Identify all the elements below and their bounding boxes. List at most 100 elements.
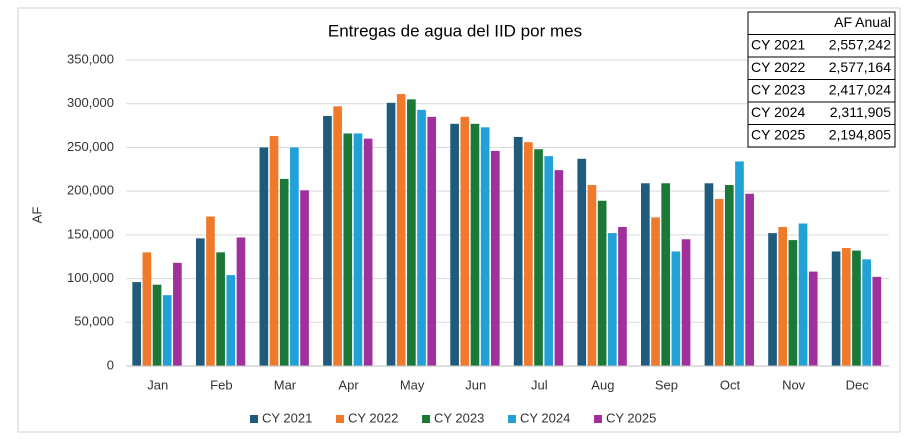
bar (852, 250, 861, 366)
bar (206, 216, 215, 366)
bar (577, 158, 587, 366)
y-tick-label: 350,000 (67, 51, 114, 66)
legend-swatch (422, 415, 430, 423)
bar (216, 252, 225, 366)
legend-swatch (594, 415, 602, 423)
bar (259, 147, 269, 366)
table-cell: 2,577,164 (829, 59, 891, 75)
bar (152, 284, 162, 366)
bar (524, 142, 533, 366)
table-cell: CY 2024 (751, 104, 805, 120)
bar (597, 200, 607, 366)
bar (745, 193, 754, 366)
y-tick-label: 200,000 (67, 183, 114, 198)
bar (704, 183, 714, 366)
bar (862, 259, 871, 366)
bar (587, 185, 597, 366)
bar (269, 136, 279, 366)
bar (607, 233, 617, 366)
y-tick-label: 50,000 (74, 314, 114, 329)
bar (841, 247, 851, 366)
x-tick-label: Nov (782, 377, 806, 392)
x-tick-label: Oct (720, 377, 741, 392)
bar (132, 282, 142, 366)
bar (714, 199, 724, 366)
bar (417, 109, 426, 366)
bar (407, 99, 416, 366)
bar (427, 116, 437, 366)
bar (173, 262, 182, 366)
bar (554, 170, 564, 366)
table-cell: CY 2025 (751, 126, 805, 142)
legend-swatch (250, 415, 258, 423)
bar (300, 190, 309, 366)
bar (363, 138, 373, 366)
y-tick-label: 100,000 (67, 270, 114, 285)
bar (162, 295, 172, 366)
y-tick-label: 300,000 (67, 95, 114, 110)
bar (470, 123, 480, 366)
bar (798, 223, 808, 366)
bar (490, 150, 500, 366)
bar (480, 127, 490, 366)
bar (872, 276, 882, 366)
bar (544, 156, 554, 366)
y-axis-label: AF (29, 207, 44, 224)
bar (735, 161, 744, 366)
bar (513, 136, 523, 366)
bar (641, 183, 650, 366)
x-tick-label: Jun (465, 377, 486, 392)
table-cell: CY 2021 (751, 36, 805, 52)
bar (768, 233, 777, 366)
table-cell: 2,194,805 (829, 126, 891, 142)
bar (618, 226, 627, 366)
bar (279, 178, 289, 366)
chart-title: Entregas de agua del IID por mes (328, 21, 582, 40)
table-cell: CY 2022 (751, 59, 805, 75)
bar (671, 251, 681, 366)
bar (534, 149, 543, 366)
bar (333, 106, 342, 366)
y-tick-label: 150,000 (67, 226, 114, 241)
bar (290, 147, 299, 366)
legend-label: CY 2022 (348, 410, 398, 425)
table-cell: 2,311,905 (830, 104, 891, 120)
legend-swatch (508, 415, 516, 423)
legend-label: CY 2024 (520, 410, 570, 425)
bar (651, 217, 660, 366)
bar (396, 94, 406, 367)
table-cell: 2,417,024 (829, 81, 891, 97)
bar (353, 133, 363, 366)
bar (661, 183, 671, 366)
bar (343, 133, 353, 366)
x-tick-label: Jan (147, 377, 168, 392)
bar (788, 240, 798, 366)
table-header: AF Anual (834, 14, 891, 30)
x-tick-label: Jul (531, 377, 548, 392)
x-tick-label: May (400, 377, 425, 392)
legend-swatch (336, 415, 344, 423)
bar (323, 115, 332, 366)
bar (450, 123, 459, 366)
table-cell: CY 2023 (751, 81, 805, 97)
bar (195, 238, 205, 366)
bar (831, 251, 841, 366)
bar (724, 185, 734, 366)
bar (142, 252, 152, 366)
legend-label: CY 2021 (262, 410, 312, 425)
x-tick-label: Apr (338, 377, 359, 392)
x-tick-label: Dec (846, 377, 870, 392)
bar (681, 239, 691, 366)
bar (386, 102, 396, 366)
bar (460, 116, 470, 366)
bar (808, 271, 818, 366)
x-tick-label: Feb (210, 377, 232, 392)
x-tick-label: Mar (274, 377, 297, 392)
bar (778, 226, 788, 366)
table-cell: 2,557,242 (829, 36, 891, 52)
bar (226, 275, 236, 366)
y-tick-label: 0 (107, 357, 114, 372)
legend-label: CY 2023 (434, 410, 484, 425)
bar (236, 237, 246, 366)
